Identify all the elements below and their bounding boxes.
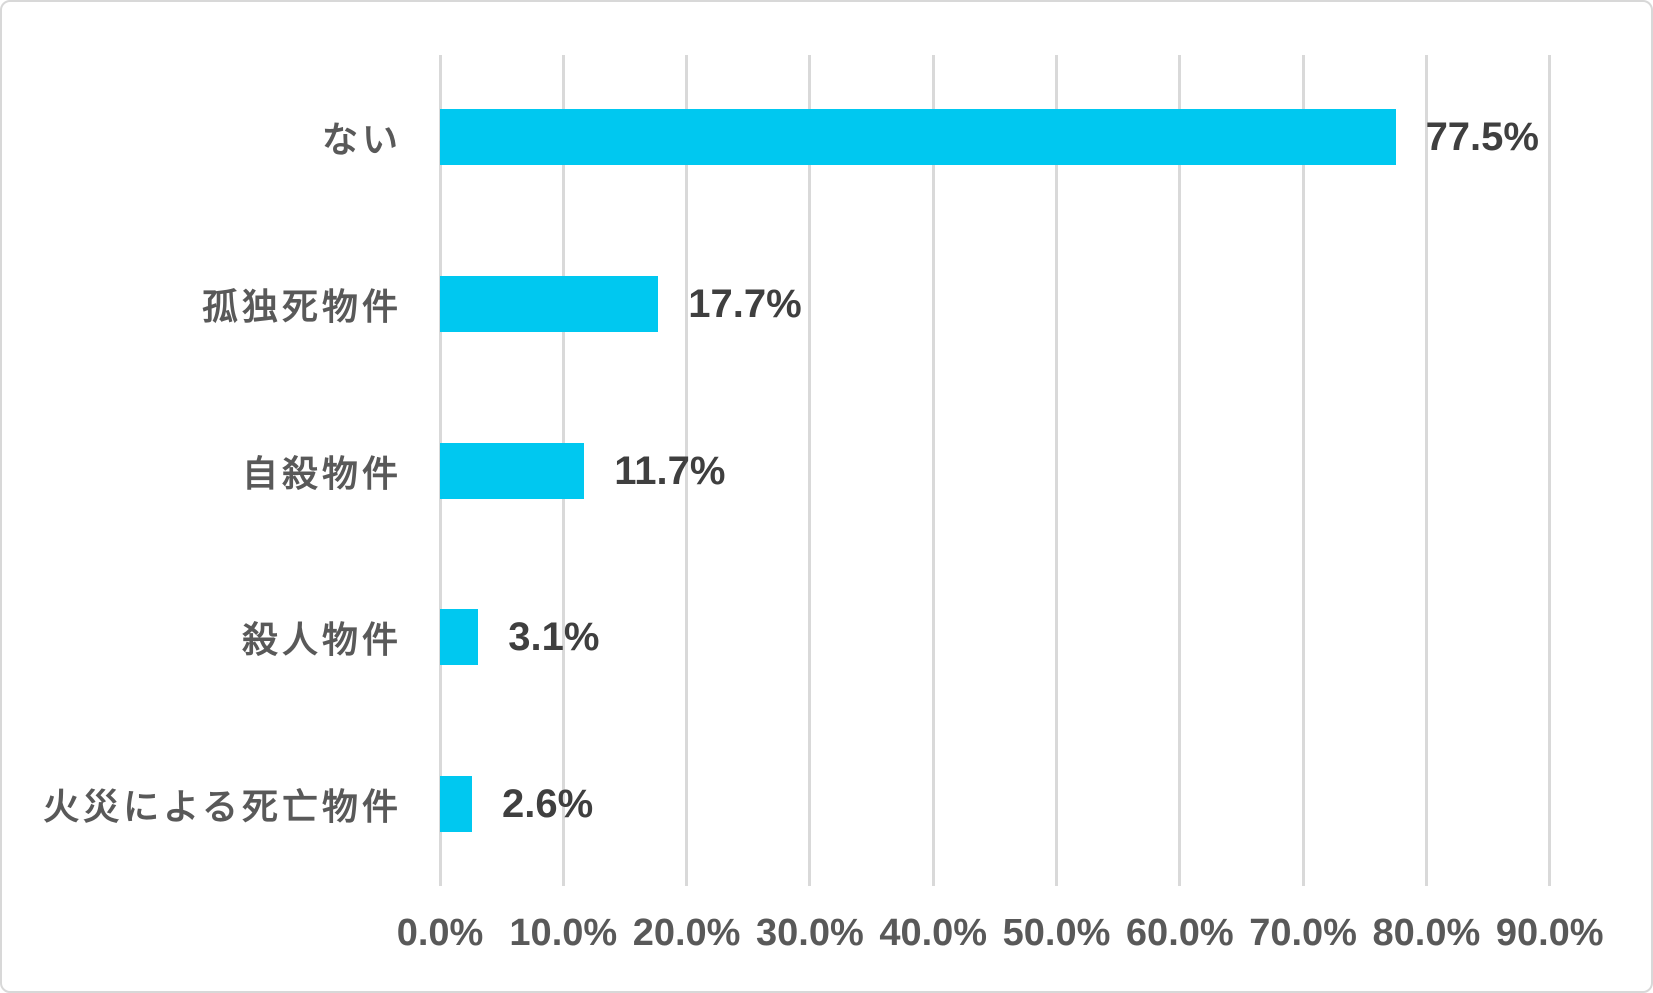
gridline-50 — [1055, 55, 1058, 886]
category-label: 孤独死物件 — [201, 286, 402, 327]
bar — [440, 776, 473, 832]
bar — [440, 109, 1396, 165]
x-axis-tick-label: 70.0% — [1249, 912, 1357, 954]
x-axis-tick-label: 50.0% — [1002, 912, 1111, 954]
x-axis-tick-label: 30.0% — [756, 912, 864, 954]
gridline-70 — [1301, 55, 1305, 886]
gridline-20 — [685, 55, 689, 886]
category-label: 自殺物件 — [241, 453, 402, 494]
value-label: 2.6% — [502, 781, 594, 826]
x-axis-tick-label: 40.0% — [879, 912, 988, 954]
value-label: 17.7% — [688, 281, 802, 326]
value-label: 3.1% — [508, 614, 600, 659]
x-axis-tick-label: 90.0% — [1495, 912, 1604, 954]
gridline-30 — [808, 55, 812, 886]
x-axis-tick-label: 20.0% — [632, 912, 741, 954]
value-label: 77.5% — [1425, 114, 1539, 159]
value-label: 11.7% — [614, 448, 726, 493]
gridline-90 — [1548, 55, 1552, 886]
gridline-40 — [931, 55, 935, 886]
category-label: 火災による死亡物件 — [43, 786, 402, 827]
x-axis-tick-label: 10.0% — [509, 912, 618, 954]
bar — [440, 609, 479, 665]
x-axis-tick-label: 80.0% — [1372, 912, 1481, 954]
gridline-80 — [1424, 55, 1428, 886]
bar — [440, 276, 659, 332]
bar — [440, 443, 585, 499]
x-axis-tick-label: 0.0% — [396, 912, 484, 954]
category-label: ない — [321, 119, 402, 160]
x-axis-tick-label: 60.0% — [1125, 912, 1234, 954]
category-label: 殺人物件 — [241, 619, 402, 660]
gridline-60 — [1178, 55, 1182, 886]
